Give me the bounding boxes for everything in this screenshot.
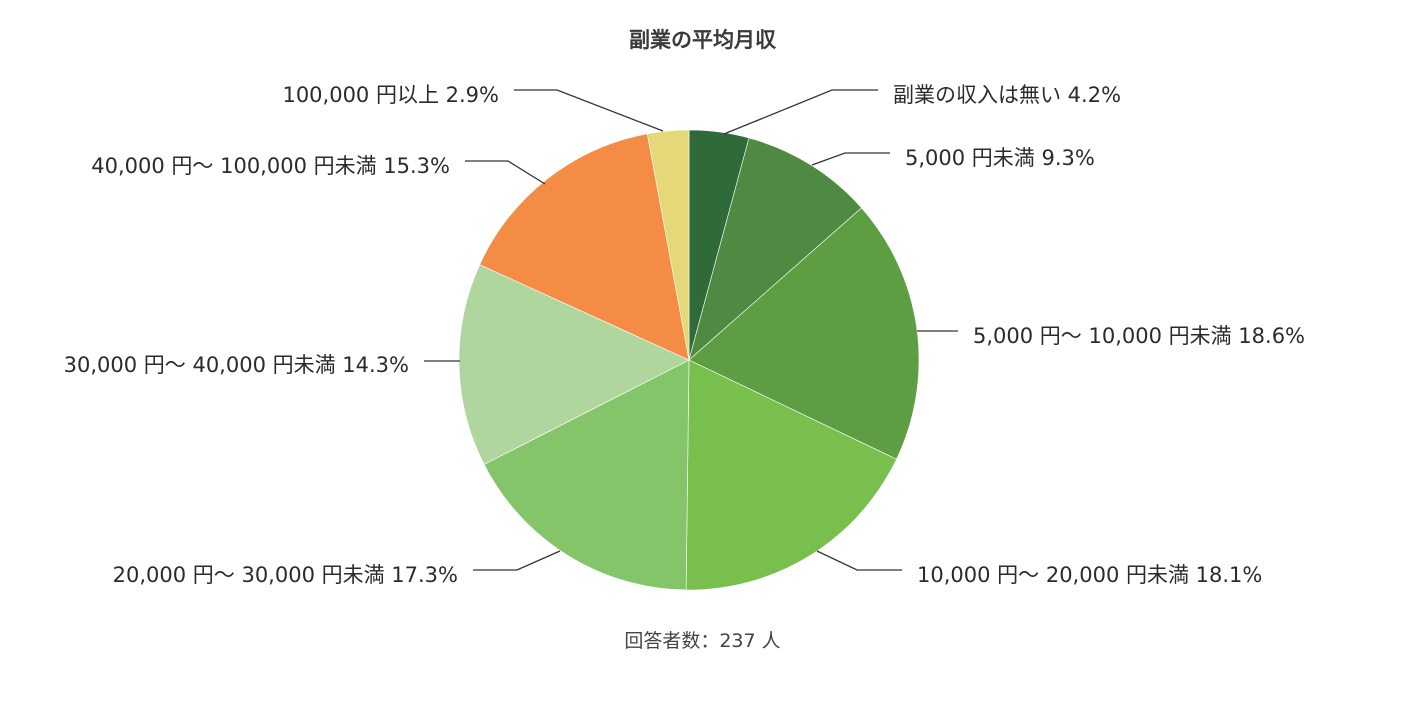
pie-slice — [479, 133, 690, 361]
leader-lines — [424, 89, 958, 571]
pie-slice — [458, 264, 690, 465]
slice-label: 40,000 円〜 100,000 円未満 15.3% — [91, 154, 450, 178]
pie-slice — [646, 129, 690, 361]
slice-label: 30,000 円〜 40,000 円未満 14.3% — [64, 353, 409, 377]
slice-label: 20,000 円〜 30,000 円未満 17.3% — [113, 563, 458, 587]
slice-label: 100,000 円以上 2.9% — [282, 83, 499, 107]
slice-labels: 副業の収入は無い 4.2% 5,000 円未満 9.3% 5,000 円〜 10,0… — [64, 83, 1305, 587]
leader-line — [811, 152, 890, 166]
leader-line — [816, 550, 902, 571]
slice-label: 5,000 円未満 9.3% — [905, 146, 1095, 170]
slice-label: 10,000 円〜 20,000 円未満 18.1% — [917, 563, 1262, 587]
pie-slices — [458, 129, 920, 591]
pie-slice — [688, 207, 920, 460]
leader-line — [723, 89, 878, 135]
leader-line — [465, 160, 546, 185]
leader-line — [514, 89, 664, 132]
respondent-count: 回答者数：237 人 — [624, 630, 781, 652]
leader-line — [473, 550, 561, 571]
slice-label: 副業の収入は無い 4.2% — [893, 83, 1121, 107]
pie-slice — [688, 137, 862, 361]
chart-title: 副業の平均月収 — [629, 28, 776, 52]
pie-slice — [685, 359, 897, 591]
pie-slice — [483, 359, 690, 591]
slice-label: 5,000 円〜 10,000 円未満 18.6% — [973, 324, 1305, 348]
